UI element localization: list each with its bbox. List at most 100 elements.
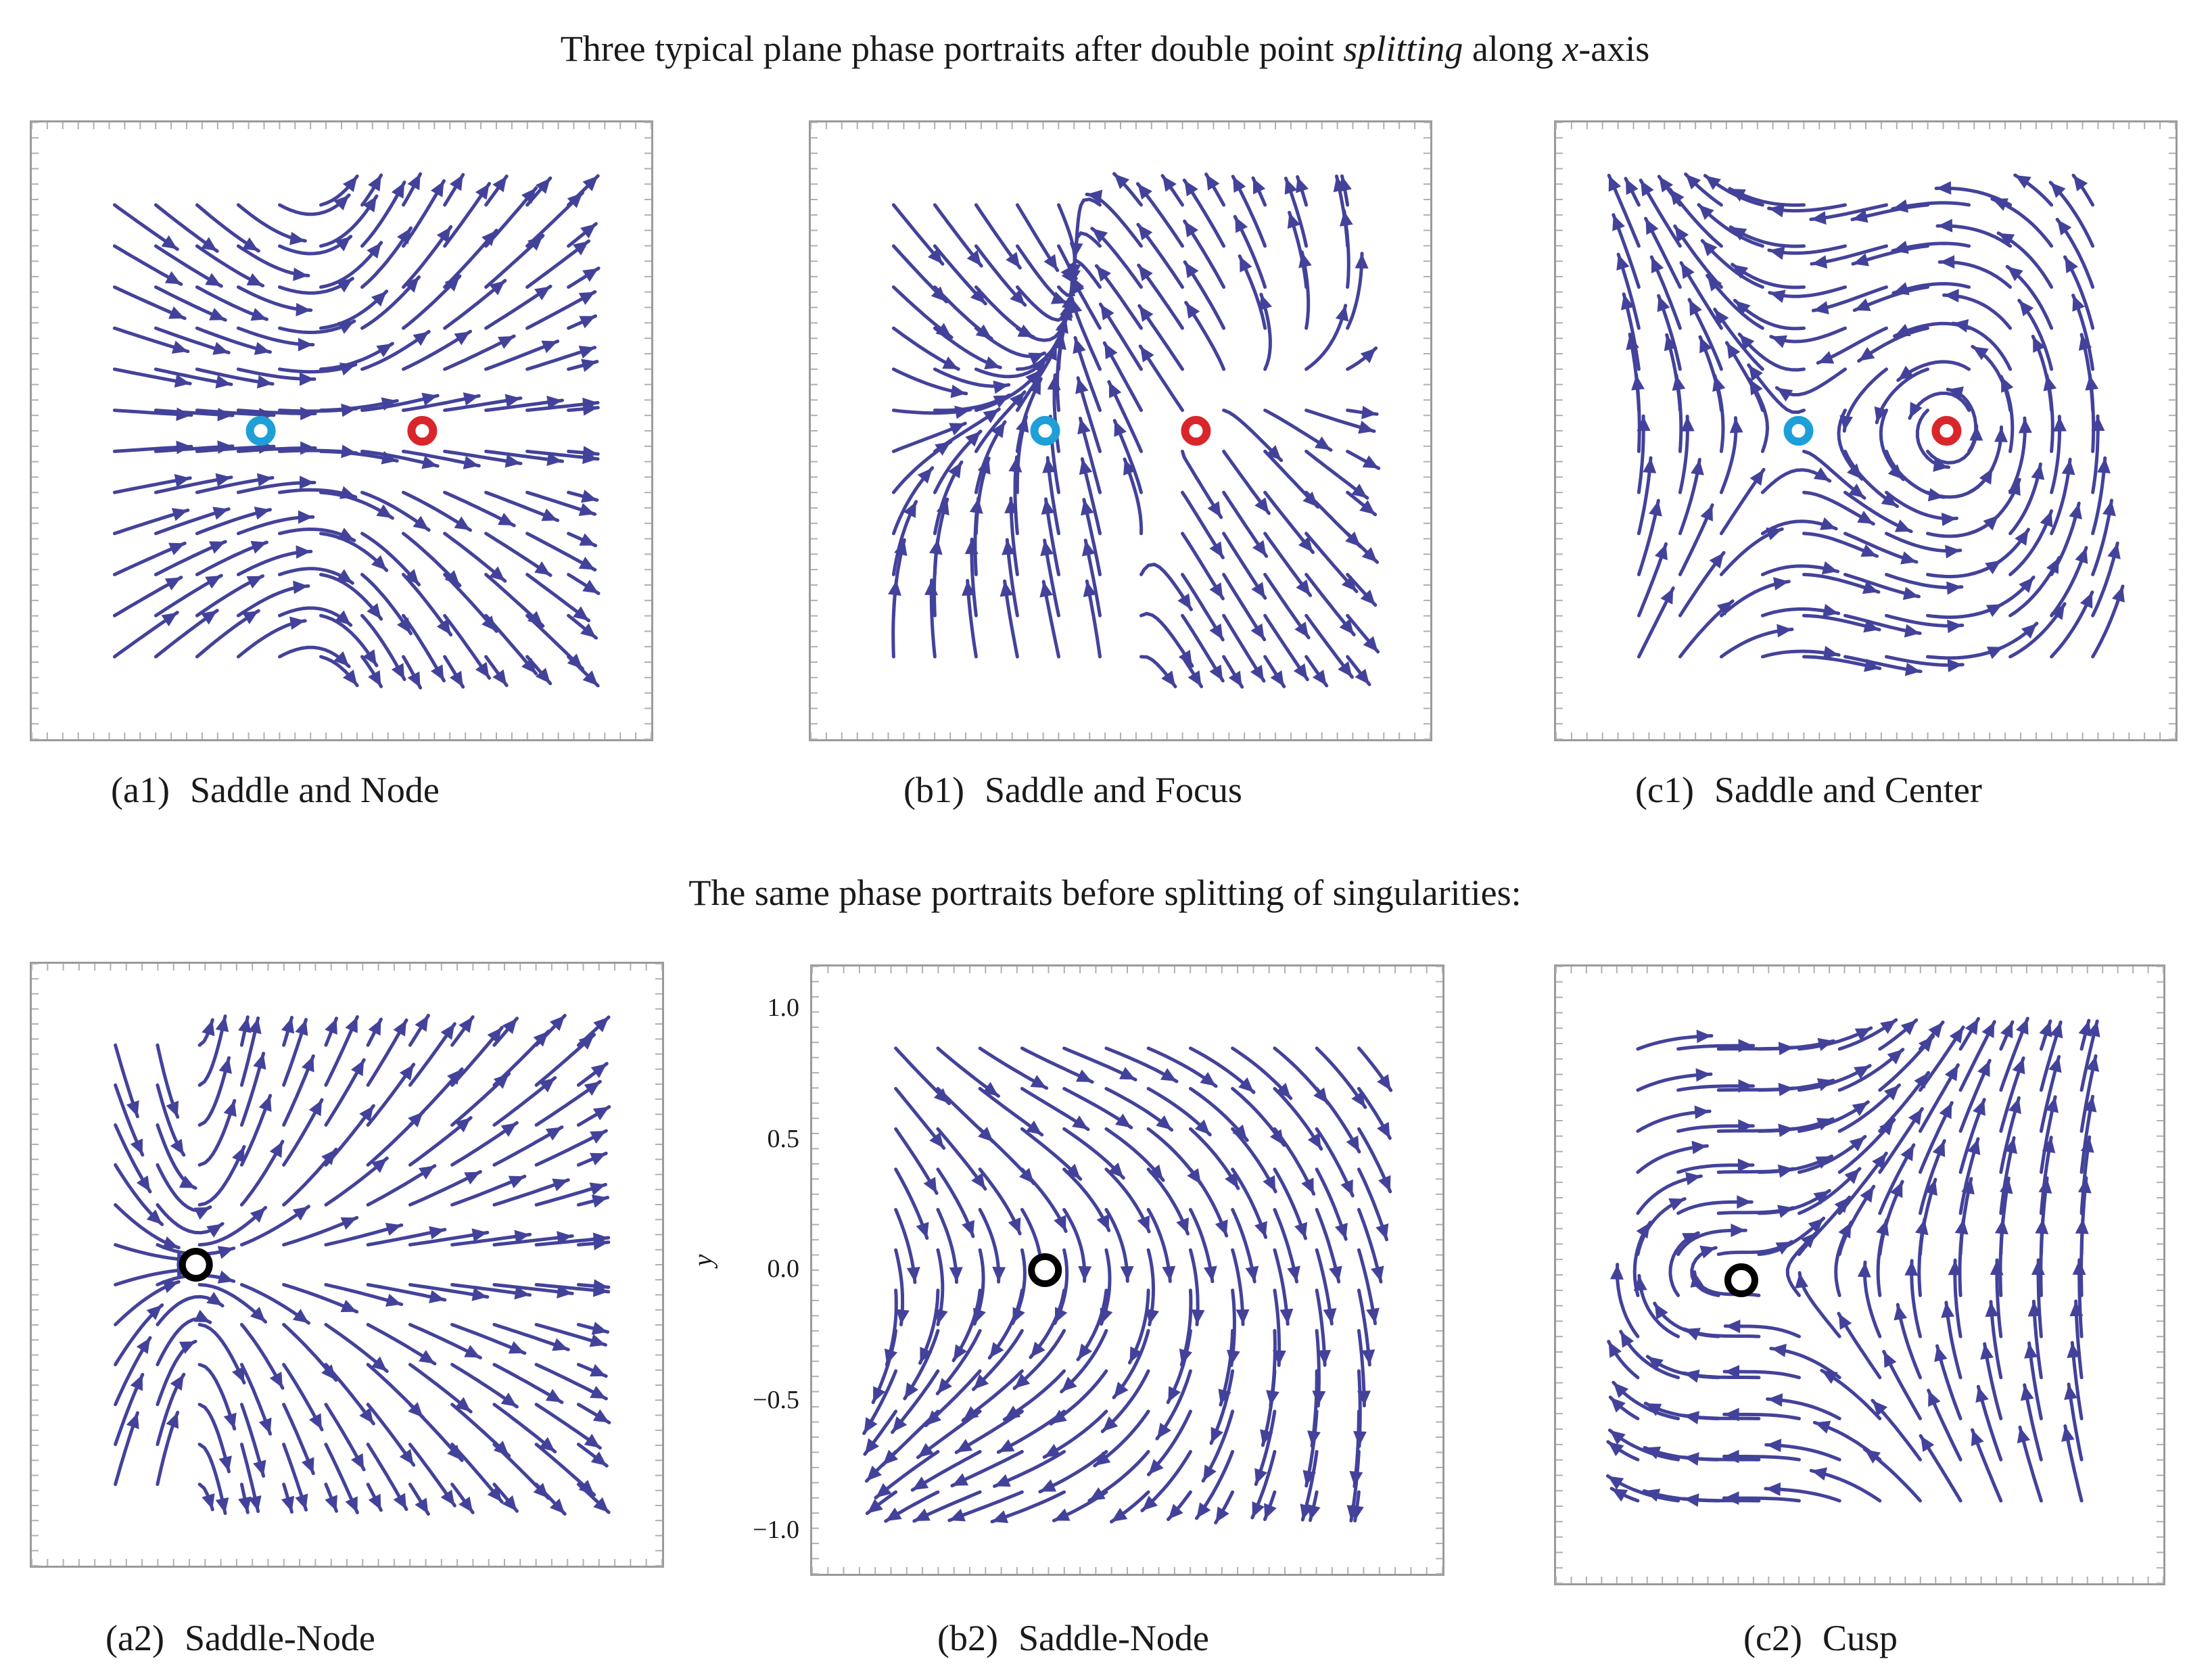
stream-arrowhead: [923, 1177, 937, 1194]
stream-arrowhead: [1683, 1411, 1700, 1424]
stream-arrowhead: [1932, 1140, 1946, 1157]
stream-arrowhead: [250, 540, 267, 554]
stream-arrowhead: [1909, 402, 1923, 419]
frame-ticks: [812, 966, 1443, 1574]
stream-arrowhead: [404, 569, 419, 585]
stream-arrowhead: [1146, 1308, 1159, 1325]
stream-arrowhead: [1312, 670, 1327, 686]
stream-arrowhead: [2097, 458, 2111, 473]
stream-arrowhead: [1937, 218, 1953, 233]
stream-arrowhead: [471, 1288, 488, 1301]
stream-arrowhead: [1363, 636, 1378, 652]
stream-arrowhead: [1378, 1175, 1391, 1192]
stream-arrowhead: [168, 542, 185, 556]
stream-plot-c2: [1555, 966, 2164, 1584]
stream-arrowhead: [1685, 1171, 1701, 1186]
stream-arrowhead: [1233, 176, 1246, 193]
stream-arrowhead: [299, 475, 315, 490]
caption-a2: (a2) Saddle-Node: [105, 1616, 375, 1660]
stream-arrowhead: [1179, 1348, 1193, 1365]
stream-arrowhead: [250, 1207, 266, 1223]
b2-y-tick-5: −1.0: [753, 1516, 799, 1544]
stream-arrowhead: [1039, 1479, 1057, 1492]
stream-arrowhead: [325, 1495, 337, 1512]
stream-arrowhead: [1351, 484, 1367, 498]
stream-arrowhead: [1641, 180, 1654, 197]
stream-arrowhead: [301, 1457, 314, 1474]
streamline: [1908, 392, 1971, 420]
stream-arrowhead: [508, 1175, 525, 1189]
stream-arrowhead: [1264, 1503, 1277, 1520]
stream-arrowhead: [1933, 458, 1949, 472]
stream-arrowhead: [552, 1178, 569, 1192]
stream-arrowhead: [1361, 546, 1378, 563]
stream-arrowhead: [493, 1441, 509, 1456]
frame-ticks: [1555, 966, 2164, 1584]
stream-arrowhead: [1259, 294, 1273, 311]
stream-arrowhead: [1260, 1429, 1273, 1445]
stream-arrowhead: [1811, 1467, 1827, 1481]
stream-arrowhead: [2020, 1384, 2034, 1401]
degenerate-singular-point-marker: [179, 1248, 213, 1282]
stream-arrowhead: [1992, 198, 2009, 211]
stream-arrowhead: [371, 291, 387, 307]
stream-arrowhead: [1002, 540, 1016, 555]
stream-arrowhead: [1612, 214, 1625, 231]
stream-arrowhead: [1137, 183, 1152, 200]
stream-arrowhead: [170, 1374, 184, 1391]
stream-arrowhead: [1973, 1099, 1985, 1116]
stream-arrowhead: [1967, 1138, 1981, 1155]
stream-arrowhead: [1235, 216, 1248, 233]
stream-arrowhead: [1770, 335, 1787, 348]
stream-arrowhead: [1881, 492, 1898, 507]
stream-arrowhead: [1250, 664, 1264, 681]
stream-arrowhead: [1731, 1223, 1746, 1238]
stream-arrowhead: [376, 504, 393, 518]
stream-arrowhead: [1883, 1351, 1897, 1368]
stream-arrowhead: [2045, 1096, 2059, 1113]
stream-arrowhead: [1209, 623, 1223, 640]
stream-arrowhead: [589, 1334, 606, 1347]
stream-arrowhead: [1904, 662, 1921, 676]
stream-arrowhead: [1838, 1313, 1852, 1330]
stream-arrowhead: [345, 1017, 358, 1033]
stream-arrowhead: [209, 308, 226, 321]
stream-arrowhead: [1768, 204, 1785, 218]
stream-arrowhead: [367, 603, 381, 620]
stream-arrowhead: [1857, 511, 1874, 524]
stream-arrowhead: [179, 1175, 196, 1188]
stream-arrowhead: [1808, 1218, 1824, 1234]
stream-arrowhead: [593, 1017, 609, 1033]
stream-arrowhead: [998, 1439, 1015, 1453]
stream-arrowhead: [1944, 289, 1959, 303]
stream-arrowhead: [1067, 269, 1081, 285]
stream-arrowhead: [292, 1309, 309, 1324]
stream-arrowhead: [1939, 1102, 1952, 1119]
stream-arrowhead: [205, 273, 222, 287]
stream-arrowhead: [590, 1386, 607, 1399]
stream-arrowhead: [1377, 1121, 1390, 1138]
stream-arrowhead: [535, 178, 550, 194]
stream-arrowhead: [2061, 459, 2075, 475]
caption-a1-tag: (a1): [111, 770, 170, 810]
frame-ticks: [1555, 122, 2176, 740]
stream-arrowhead: [212, 507, 229, 520]
stream-arrowhead: [929, 1132, 944, 1148]
stream-arrowhead: [1939, 255, 1955, 269]
stream-arrowhead: [242, 237, 259, 251]
stream-arrowhead: [1645, 218, 1659, 235]
stream-arrowhead: [295, 1019, 308, 1036]
stream-arrowhead: [1921, 1435, 1935, 1452]
stream-arrowhead: [1366, 1307, 1380, 1324]
stream-arrowhead: [1609, 1430, 1626, 1445]
phase-portrait-b2: [810, 964, 1444, 1576]
stream-arrowhead: [942, 356, 959, 369]
stream-arrowhead: [1670, 189, 1685, 206]
stream-arrowhead: [582, 670, 598, 686]
stream-arrowhead: [1071, 277, 1085, 294]
stream-arrowhead: [1883, 1085, 1900, 1101]
stream-arrowhead: [1194, 1119, 1210, 1135]
stream-arrowhead: [1725, 1320, 1741, 1334]
stream-arrowhead: [1028, 379, 1041, 396]
stream-arrowhead: [892, 1416, 908, 1432]
